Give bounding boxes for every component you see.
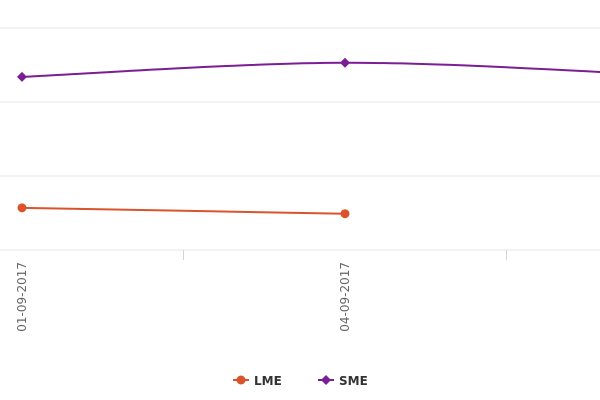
marker <box>236 375 246 385</box>
x-tick-label: 04-09-2017 <box>338 262 352 332</box>
legend-label: LME <box>254 374 282 388</box>
series-line <box>21 206 346 215</box>
marker <box>340 209 350 219</box>
marker <box>17 203 27 213</box>
series-line <box>21 61 600 78</box>
marker <box>340 57 350 68</box>
marker <box>17 71 27 82</box>
legend-label: SME <box>339 374 368 388</box>
marker <box>321 375 331 385</box>
x-tick-label: 01-09-2017 <box>15 262 29 332</box>
